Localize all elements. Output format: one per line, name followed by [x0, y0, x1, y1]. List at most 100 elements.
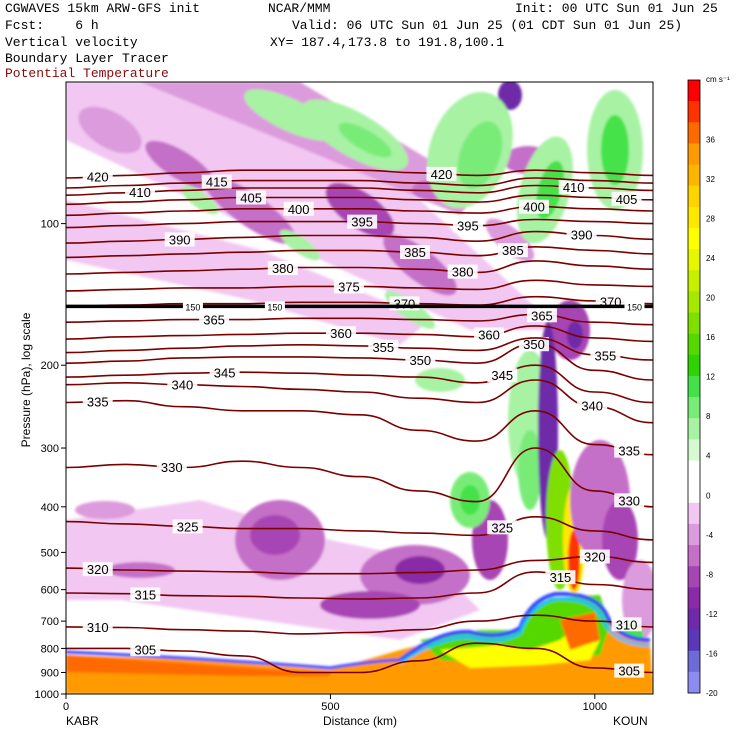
colorbar-tick-label: 16 — [706, 333, 715, 342]
potential-temperature-contours: 305 305 310 310 315 315 320 320 325 325 330 330 335 3… — [66, 166, 653, 679]
colorbar-bin — [688, 101, 700, 123]
colorbar-bin — [688, 439, 700, 461]
theta-contour-305 — [66, 642, 653, 674]
theta-contour-label: 355 — [372, 340, 394, 355]
theta-label-bg — [611, 617, 642, 632]
init-time: Init: 00 UTC Sun 01 Jun 25 — [515, 1, 718, 16]
theta-contour-label: 375 — [338, 279, 360, 294]
theta-label-bg — [526, 308, 557, 323]
theta-contour-380 — [66, 260, 653, 275]
colorbar-bin — [688, 671, 700, 694]
theta-label-bg — [519, 337, 550, 352]
theta-label-bg — [452, 218, 483, 233]
tropopause-label-bg — [182, 301, 203, 312]
colorbar-bin — [688, 650, 700, 673]
theta-contour-label: 325 — [177, 519, 199, 534]
colorbar-tick-label: 20 — [706, 294, 715, 303]
colorbar-bin — [688, 566, 700, 588]
theta-contour-label: 390 — [571, 228, 593, 243]
theta-contour-label: 310 — [87, 620, 109, 635]
theta-contour-label: 365 — [531, 308, 553, 323]
tropopause-label: 150 — [627, 302, 642, 312]
theta-contour-label: 310 — [616, 617, 638, 632]
theta-contour-label: 400 — [523, 200, 545, 215]
colorbar-bin — [688, 143, 700, 166]
colorbar-tick-label: -8 — [706, 570, 714, 579]
theta-label-bg — [566, 227, 597, 242]
y-tick-label: 800 — [41, 643, 59, 655]
theta-contour-label: 335 — [87, 395, 109, 410]
y-tick-label: 1000 — [35, 689, 59, 701]
theta-label-bg — [487, 520, 518, 535]
theta-label-bg — [426, 166, 457, 181]
theta-contour-345 — [66, 364, 653, 404]
colorbar-bin — [688, 312, 700, 335]
theta-contour-label: 330 — [618, 493, 640, 508]
tropopause-label-bg — [264, 301, 285, 312]
theta-label-bg — [579, 549, 610, 564]
colorbar-bin — [688, 227, 700, 250]
theta-label-bg — [611, 191, 642, 206]
theta-contour-label: 370 — [394, 296, 416, 311]
colorbar-tick-label: 28 — [706, 214, 715, 223]
theta-label-bg — [156, 459, 187, 474]
colorbar-bin — [688, 502, 700, 525]
theta-label-bg — [614, 443, 645, 458]
theta-contour-label: 345 — [491, 368, 513, 383]
x-tick-label: 500 — [321, 701, 339, 713]
theta-contour-350 — [66, 342, 653, 381]
colorbar-bin — [688, 418, 700, 440]
theta-contour-label: 335 — [618, 444, 640, 459]
colorbar-tick-label: 4 — [706, 452, 711, 461]
organization-label: NCAR/MMM — [268, 1, 331, 16]
theta-contour-370 — [66, 295, 653, 308]
theta-contour-label: 305 — [134, 642, 156, 657]
y-tick-label: 400 — [41, 502, 59, 514]
x-tick-label: 1000 — [583, 701, 607, 713]
colorbar-tick-label: 8 — [706, 412, 711, 421]
theta-contour-355 — [66, 337, 653, 361]
tropopause-label: 150 — [267, 302, 282, 312]
tropopause-label: 150 — [185, 302, 200, 312]
colorbar-tick-label: -20 — [706, 689, 718, 698]
theta-label-bg — [167, 377, 198, 392]
tropopause-label-bg — [624, 301, 645, 312]
theta-contour-320 — [66, 555, 653, 575]
colorbar-bin — [688, 397, 700, 419]
theta-label-bg — [614, 493, 645, 508]
theta-label-bg — [474, 327, 505, 342]
theta-label-bg — [164, 232, 195, 247]
theta-contour-label: 420 — [87, 170, 109, 185]
theta-contour-label: 405 — [616, 192, 638, 207]
theta-label-bg — [172, 519, 203, 534]
colorbar-tick-label: 36 — [706, 135, 715, 144]
theta-contour-335 — [66, 399, 653, 456]
colorbar-bin — [688, 206, 700, 229]
plot-frame — [65, 81, 654, 695]
theta-label-bg — [368, 339, 399, 354]
theta-contour-label: 390 — [169, 232, 191, 247]
theta-contour-label: 360 — [330, 326, 352, 341]
theta-label-bg — [325, 326, 356, 341]
y-tick-label: 200 — [41, 360, 59, 372]
theta-label-bg — [405, 353, 436, 368]
theta-label-bg — [447, 264, 478, 279]
y-axis-title: Pressure (hPa), log scale — [19, 312, 33, 447]
theta-contour-label: 305 — [618, 664, 640, 679]
theta-contour-label: 355 — [595, 349, 617, 364]
plot-axes: 100 200 300 400 500 600 700 800 900 1000 0 500 1000 — [35, 219, 608, 713]
theta-contour-label: 420 — [431, 167, 453, 182]
colorbar-tick-label: -16 — [706, 649, 718, 658]
theta-label-bg — [347, 214, 378, 229]
theta-label-bg — [82, 620, 113, 635]
theta-label-bg — [519, 199, 550, 214]
colorbar-tick-label: 32 — [706, 175, 715, 184]
cross-section-endpoints: XY= 187.4,173.8 to 191.8,100.1 — [270, 35, 505, 50]
theta-label-bg — [267, 261, 298, 276]
x-axis-title: Distance (km) — [323, 714, 397, 728]
colorbar-tick-label: 0 — [706, 491, 711, 500]
theta-contour-label: 315 — [550, 570, 572, 585]
theta-contour-label: 380 — [272, 261, 294, 276]
theta-contour-325 — [66, 515, 653, 541]
